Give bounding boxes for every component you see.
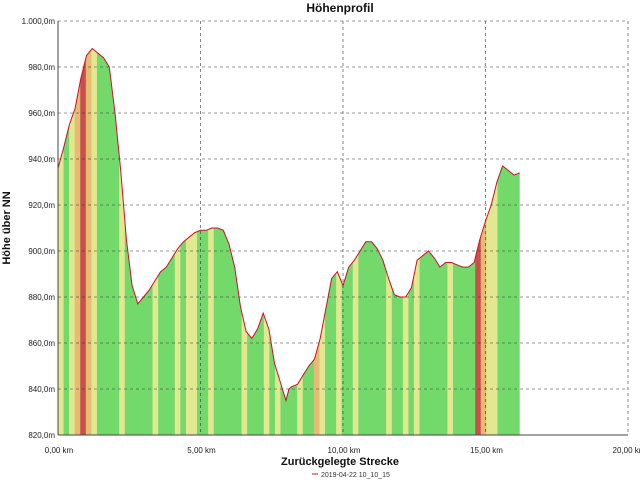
slope-band <box>96 48 104 435</box>
y-tick-label: 880,0m <box>28 293 55 302</box>
slope-band <box>197 48 204 435</box>
y-tick-label: 840,0m <box>28 385 55 394</box>
x-tick-label: 15,00 km <box>470 446 503 455</box>
slope-band <box>80 48 87 435</box>
y-tick-label: 900,0m <box>28 247 55 256</box>
y-tick-label: 920,0m <box>28 201 55 210</box>
y-tick-label: 980,0m <box>28 63 55 72</box>
slope-band <box>219 48 226 435</box>
x-tick-label: 5,00 km <box>187 446 216 455</box>
legend-label: 2019-04-22 10_10_15 <box>321 472 390 479</box>
slope-band <box>480 48 487 435</box>
slope-band <box>491 48 499 435</box>
y-tick-label: 1.000,0m <box>22 17 56 26</box>
slope-band <box>102 48 109 435</box>
slope-band <box>74 48 81 435</box>
y-axis-title: Höhe über NN <box>1 191 13 264</box>
slope-band <box>91 48 98 435</box>
chart-title: Höhenprofil <box>306 1 373 15</box>
series-line <box>57 47 520 403</box>
legend: 2019-04-22 10_10_15 <box>312 472 390 479</box>
slope-band <box>58 48 65 435</box>
axes <box>57 21 628 436</box>
slope-band <box>514 48 520 435</box>
y-tick-labels: 820,0m 840,0m 860,0m 880,0m 900,0m 920,0m 940,… <box>22 17 56 440</box>
slope-band <box>119 48 126 435</box>
slope-band <box>202 48 209 435</box>
slope-band <box>63 48 70 435</box>
y-tick-label: 960,0m <box>28 109 55 118</box>
slope-band <box>497 48 504 435</box>
slope-band <box>486 48 493 435</box>
y-tick-label: 940,0m <box>28 155 55 164</box>
slope-band <box>191 48 198 435</box>
y-tick-label: 860,0m <box>28 339 55 348</box>
slope-band <box>113 48 120 435</box>
slope-band <box>85 48 92 435</box>
x-tick-labels: 0,00 km 5,00 km 10,00 km 15,00 km 20,00 km <box>45 446 640 455</box>
slope-band <box>108 48 115 435</box>
x-tick-label: 0,00 km <box>45 446 74 455</box>
x-tick-label: 10,00 km <box>328 446 361 455</box>
slope-band <box>208 48 215 435</box>
x-axis-title: Zurückgelegte Strecke <box>281 456 399 468</box>
slope-band <box>213 48 220 435</box>
slope-band <box>69 48 76 435</box>
grid-lines <box>57 20 629 436</box>
slope-band <box>503 48 510 435</box>
y-tick-label: 820,0m <box>28 431 55 440</box>
slope-band <box>185 48 193 435</box>
slope-band <box>508 48 515 435</box>
x-tick-label: 20,00 km <box>613 446 640 455</box>
